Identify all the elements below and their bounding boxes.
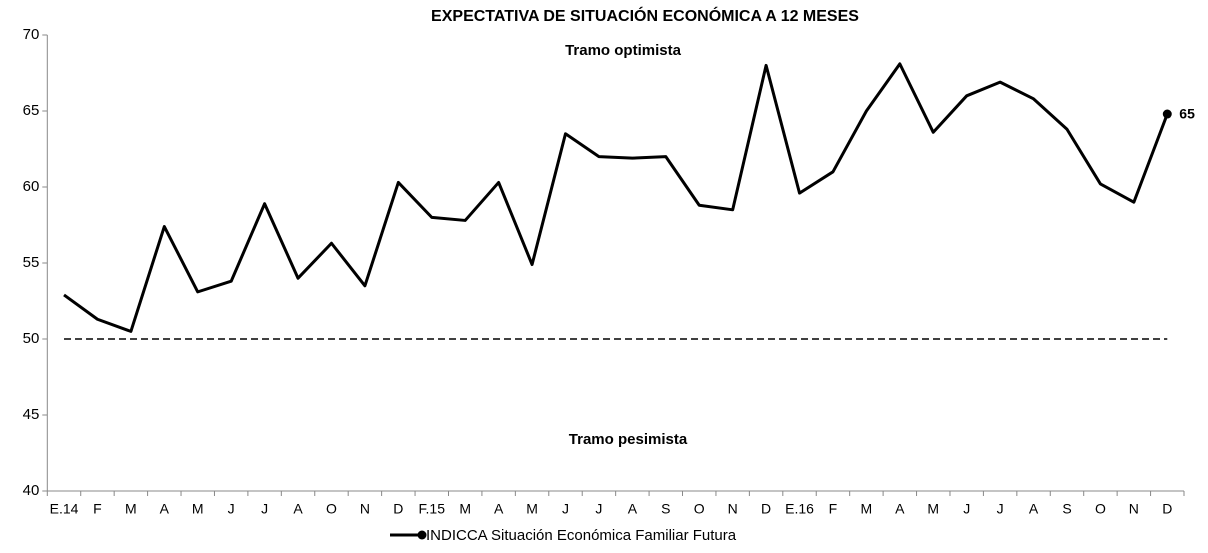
x-tick-label: F: [93, 501, 102, 517]
line-series: [63, 62, 1169, 333]
legend-marker: [417, 530, 427, 540]
x-tick-label: M: [526, 501, 538, 517]
x-tick-label: A: [293, 501, 303, 517]
x-tick-label: A: [628, 501, 638, 517]
y-tick-label: 55: [23, 254, 40, 271]
y-tick-label: 50: [23, 330, 40, 347]
chart-title: EXPECTATIVA DE SITUACIÓN ECONÓMICA A 12 …: [431, 6, 859, 25]
x-tick-label: M: [192, 501, 204, 517]
x-tick-label: A: [1029, 501, 1039, 517]
x-tick-label: A: [895, 501, 905, 517]
x-tick-label: J: [562, 501, 569, 517]
x-tick-label: S: [661, 501, 670, 517]
y-tick-label: 65: [23, 102, 40, 119]
x-tick-label: A: [494, 501, 504, 517]
point-marker: [1162, 109, 1172, 119]
y-tick-label: 45: [23, 406, 40, 423]
x-tick-label: S: [1062, 501, 1071, 517]
x-tick-label: M: [459, 501, 471, 517]
x-tick-label: M: [125, 501, 137, 517]
x-tick-label: J: [997, 501, 1004, 517]
x-tick-label: A: [160, 501, 170, 517]
y-tick-label: 60: [23, 178, 40, 195]
x-tick-label: O: [1095, 501, 1106, 517]
x-tick-label: J: [963, 501, 970, 517]
x-tick-label: N: [728, 501, 738, 517]
x-tick-label: F.15: [419, 501, 446, 517]
y-tick-label: 40: [23, 482, 40, 499]
x-tick-label: O: [326, 501, 337, 517]
x-tick-label: M: [927, 501, 939, 517]
y-tick-label: 70: [23, 26, 40, 43]
x-tick-label: M: [861, 501, 873, 517]
x-tick-label: D: [1162, 501, 1172, 517]
x-tick-label: N: [1129, 501, 1139, 517]
x-tick-label: J: [261, 501, 268, 517]
x-tick-label: N: [360, 501, 370, 517]
x-tick-label: D: [761, 501, 771, 517]
x-tick-label: E.16: [785, 501, 814, 517]
x-tick-label: O: [694, 501, 705, 517]
x-tick-label: E.14: [50, 501, 79, 517]
annotation: Tramo pesimista: [569, 431, 688, 448]
x-tick-label: J: [595, 501, 602, 517]
legend-label: INDICCA Situación Económica Familiar Fut…: [426, 527, 737, 544]
x-tick-label: F: [829, 501, 838, 517]
annotation: Tramo optimista: [565, 42, 682, 59]
x-tick-label: J: [228, 501, 235, 517]
data-label: 65: [1179, 106, 1195, 122]
x-tick-label: D: [393, 501, 403, 517]
